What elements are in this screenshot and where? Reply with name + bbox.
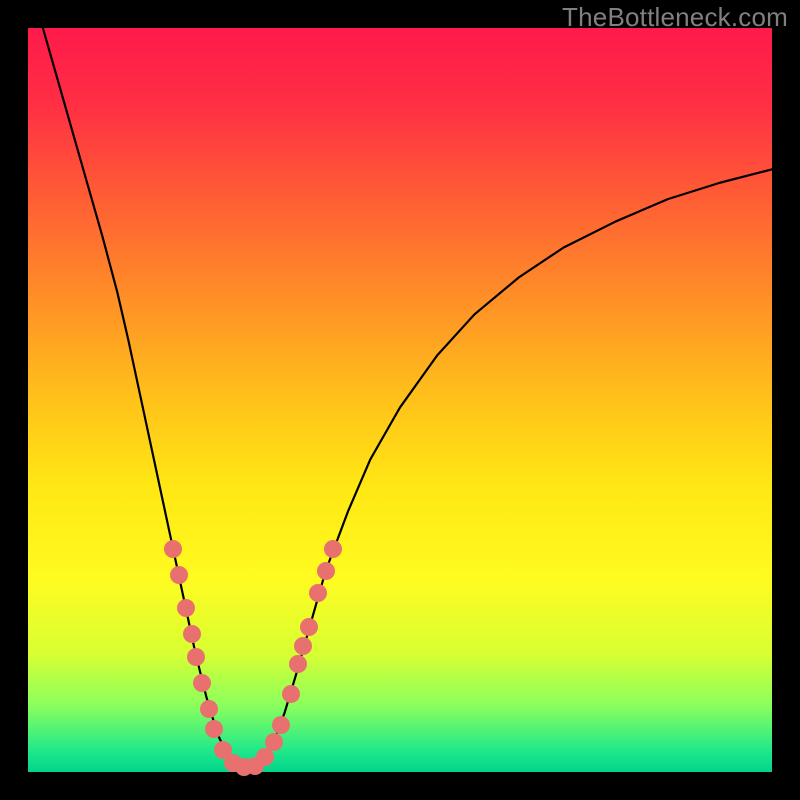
data-marker: [324, 540, 342, 558]
data-marker: [187, 648, 205, 666]
data-marker: [265, 733, 283, 751]
data-marker: [282, 685, 300, 703]
gradient-plot-area: [28, 28, 772, 772]
data-marker: [177, 599, 195, 617]
data-marker: [200, 700, 218, 718]
data-marker: [317, 562, 335, 580]
data-marker: [183, 625, 201, 643]
data-marker: [164, 540, 182, 558]
data-marker: [170, 566, 188, 584]
data-marker: [289, 655, 307, 673]
watermark-label: TheBottleneck.com: [562, 2, 788, 33]
data-marker: [272, 716, 290, 734]
data-marker: [205, 720, 223, 738]
data-marker: [294, 637, 312, 655]
data-marker: [309, 584, 327, 602]
data-marker: [300, 618, 318, 636]
data-marker: [193, 674, 211, 692]
